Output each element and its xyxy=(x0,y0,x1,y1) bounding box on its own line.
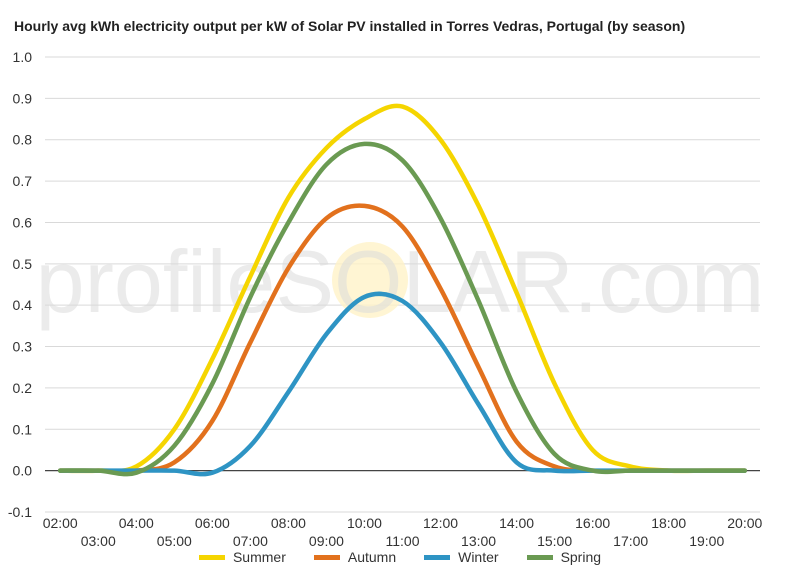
y-tick-label: 0.3 xyxy=(13,339,33,355)
y-tick-label: 0.4 xyxy=(13,297,33,313)
y-tick-label: 0.9 xyxy=(13,90,33,106)
legend-label: Autumn xyxy=(347,549,397,565)
legend-label: Winter xyxy=(458,549,499,565)
x-tick-label: 13:00 xyxy=(461,533,496,549)
y-tick-label: 0.8 xyxy=(13,132,33,148)
legend-item-autumn: Autumn xyxy=(313,549,397,565)
legend-label: Summer xyxy=(232,549,286,565)
x-tick-label: 04:00 xyxy=(119,515,154,531)
x-tick-label: 16:00 xyxy=(575,515,610,531)
series-line-spring xyxy=(57,141,748,477)
legend-swatch xyxy=(424,554,451,560)
y-tick-label: -0.1 xyxy=(8,504,32,520)
x-tick-label: 02:00 xyxy=(43,515,78,531)
x-tick-label: 15:00 xyxy=(537,533,572,549)
y-tick-label: 0.7 xyxy=(13,173,33,189)
x-tick-label: 12:00 xyxy=(423,515,458,531)
y-tick-label: 0.6 xyxy=(13,214,33,230)
legend-swatch xyxy=(198,554,225,560)
legend: Summer Autumn Winter Spring xyxy=(0,549,800,565)
x-tick-label: 10:00 xyxy=(347,515,382,531)
chart-title: Hourly avg kWh electricity output per kW… xyxy=(14,18,686,34)
x-tick-label: 09:00 xyxy=(309,533,344,549)
y-tick-label: 0.2 xyxy=(13,380,33,396)
x-tick-label: 14:00 xyxy=(499,515,534,531)
x-tick-label: 07:00 xyxy=(233,533,268,549)
x-tick-label: 03:00 xyxy=(81,533,116,549)
series-lines xyxy=(57,103,748,477)
x-tick-label: 08:00 xyxy=(271,515,306,531)
x-tick-label: 11:00 xyxy=(386,533,420,549)
legend-swatch xyxy=(526,554,553,560)
y-tick-label: 0.5 xyxy=(13,256,33,272)
watermark-text: profileSOLAR.com xyxy=(36,232,765,331)
x-tick-label: 18:00 xyxy=(651,515,686,531)
legend-item-summer: Summer xyxy=(198,549,286,565)
y-tick-label: 0.0 xyxy=(13,463,33,479)
watermark-sun-icon xyxy=(332,242,408,318)
y-axis: 1.0 0.9 0.8 0.7 0.6 0.5 0.4 0.3 0.2 0.1 0.0 -0.1 xyxy=(8,49,32,520)
y-tick-label: 1.0 xyxy=(13,49,33,65)
series-line-summer xyxy=(57,103,748,474)
x-tick-label: 20:00 xyxy=(727,515,762,531)
x-tick-label: 06:00 xyxy=(195,515,230,531)
legend-label: Spring xyxy=(560,549,602,565)
legend-item-spring: Spring xyxy=(526,549,602,565)
y-tick-label: 0.1 xyxy=(13,421,33,437)
legend-item-winter: Winter xyxy=(424,549,499,565)
watermark: profileSOLAR.com xyxy=(36,232,765,331)
x-tick-label: 17:00 xyxy=(613,533,648,549)
x-tick-label: 19:00 xyxy=(689,533,724,549)
legend-swatch xyxy=(313,554,340,560)
x-axis: 02:00 04:00 06:00 08:00 10:00 12:00 14:00 16:00… xyxy=(43,515,763,549)
x-tick-label: 05:00 xyxy=(157,533,192,549)
